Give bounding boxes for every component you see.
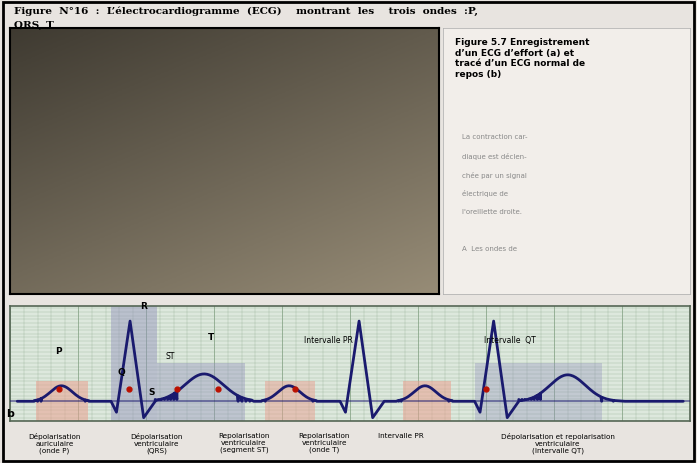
- Text: La contraction car-: La contraction car-: [462, 134, 528, 140]
- Text: Intervalle PR: Intervalle PR: [304, 336, 353, 344]
- Text: A  Les ondes de: A Les ondes de: [462, 246, 517, 252]
- Bar: [475, 363, 602, 421]
- Text: R: R: [140, 302, 147, 311]
- Text: T: T: [208, 333, 214, 342]
- Bar: [36, 381, 88, 421]
- Bar: [111, 306, 157, 421]
- Text: b: b: [6, 409, 14, 419]
- Bar: [266, 381, 315, 421]
- Text: Dépolarisation et repolarisation
ventriculaire
(Intervalle QT): Dépolarisation et repolarisation ventric…: [500, 433, 615, 454]
- Text: Intervalle PR: Intervalle PR: [378, 433, 424, 439]
- Text: ST: ST: [165, 352, 175, 361]
- Text: Intervalle  QT: Intervalle QT: [484, 336, 536, 344]
- Bar: [157, 363, 245, 421]
- Text: Repolarisation
ventriculaire
(onde T): Repolarisation ventriculaire (onde T): [298, 433, 350, 453]
- Text: Repolarisation
ventriculaire
(segment ST): Repolarisation ventriculaire (segment ST…: [218, 433, 270, 453]
- Text: l'oreillette droite.: l'oreillette droite.: [462, 209, 522, 215]
- Bar: [404, 381, 451, 421]
- Text: chée par un signal: chée par un signal: [462, 172, 527, 179]
- Text: électrique de: électrique de: [462, 190, 508, 197]
- Text: Q: Q: [117, 368, 125, 377]
- Text: diaque est déclen-: diaque est déclen-: [462, 153, 527, 160]
- Text: Dépolarisation
ventriculaire
(QRS): Dépolarisation ventriculaire (QRS): [130, 433, 183, 454]
- Text: QRS, T: QRS, T: [14, 21, 54, 30]
- Text: S: S: [148, 388, 154, 397]
- Text: Dépolarisation
auriculaire
(onde P): Dépolarisation auriculaire (onde P): [28, 433, 81, 454]
- Text: P: P: [54, 347, 61, 356]
- Text: Figure 5.7 Enregistrement
d’un ECG d’effort (a) et
tracé d’un ECG normal de
repo: Figure 5.7 Enregistrement d’un ECG d’eff…: [455, 38, 590, 79]
- Text: Figure  N°16  :  L’électrocardiogramme  (ECG)    montrant  les    trois  ondes  : Figure N°16 : L’électrocardiogramme (ECG…: [14, 7, 478, 17]
